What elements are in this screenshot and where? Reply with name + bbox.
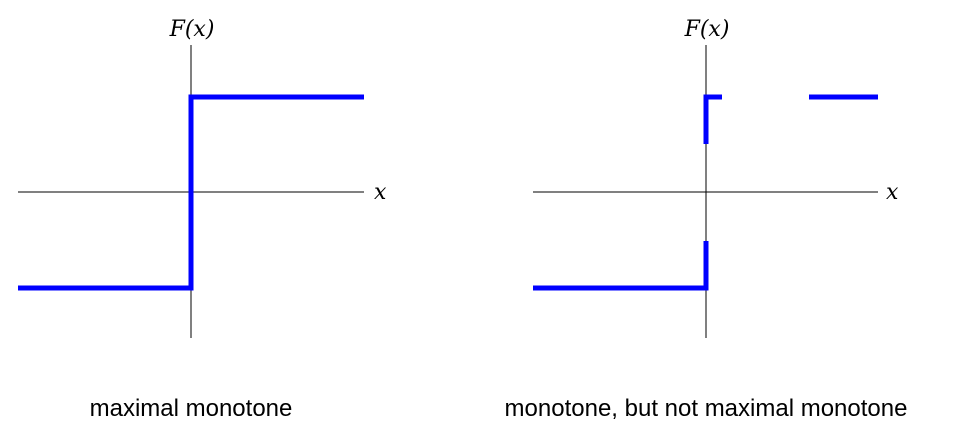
left-panel: F(x) x maximal monotone — [18, 17, 387, 422]
right-graph-upper-branch — [703, 94, 722, 144]
left-x-axis-label: x — [374, 180, 387, 205]
left-graph-step — [18, 94, 364, 291]
left-caption: maximal monotone — [90, 395, 293, 422]
right-y-axis-label: F(x) — [684, 17, 730, 42]
right-panel: F(x) x monotone, but not maximal monoton… — [505, 17, 908, 422]
right-graph-lower-branch — [533, 241, 709, 291]
right-x-axis-label: x — [886, 180, 899, 205]
right-caption: monotone, but not maximal monotone — [505, 395, 908, 422]
left-y-axis-label: F(x) — [169, 17, 215, 42]
